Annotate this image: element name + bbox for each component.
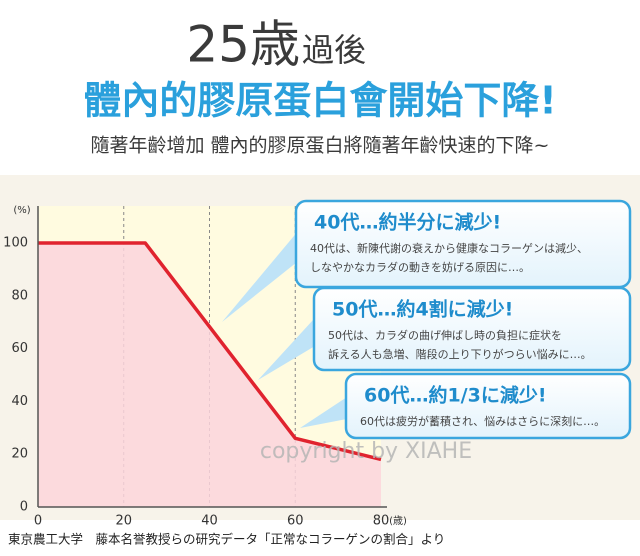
title-suffix: 過後 (302, 31, 366, 69)
callout-box (344, 372, 632, 440)
callout-box (312, 286, 632, 372)
callout-pointer (258, 316, 316, 380)
y-tick-label: 100 (3, 235, 28, 250)
callout-text: しなやかなカラダの動きを妨げる原因に…。 (310, 260, 530, 274)
callout-text: 訴える人も急増、階段の上り下りがつらい悩みに…。 (328, 347, 592, 361)
y-tick-label: 60 (11, 341, 28, 356)
x-tick-label: 0 (34, 514, 42, 529)
callout-text: 40代は、新陳代謝の衰えから健康なコラーゲンは減少、 (310, 241, 588, 255)
line (38, 241, 382, 462)
area (38, 242, 381, 507)
y-unit: (%) (13, 205, 30, 216)
callout-text: 50代は、カラダの曲げ伸ばし時の負担に症状を (328, 328, 562, 342)
subtitle: 體內的膠原蛋白會開始下降! (83, 79, 556, 123)
y-tick-label: 20 (11, 447, 28, 462)
callout-pointer (222, 231, 298, 322)
callout: 60代…約1/3に減少! 60代は疲労が蓄積され、悩みはさらに深刻に…。 (300, 372, 632, 440)
callout-pointer (300, 396, 348, 428)
callout-title: 40代…約半分に減少! (314, 211, 501, 234)
callout-title: 50代…約4割に減少! (332, 298, 513, 321)
source: 東京農工大学 藤本名誉教授らの研究データ「正常なコラーゲンの割合」より (8, 532, 445, 547)
callout: 50代…約4割に減少! 50代は、カラダの曲げ伸ばし時の負担に症状を訴える人も急増… (258, 286, 632, 380)
note: 隨著年齡增加 體內的膠原蛋白將隨著年齡快速的下降~ (91, 135, 550, 157)
y-tick-label: 0 (20, 500, 28, 515)
callout-title: 60代…約1/3に減少! (364, 384, 547, 407)
x-tick-label: 80 (373, 514, 390, 529)
x-tick-label: 20 (115, 514, 132, 529)
x-unit: (歳) (389, 515, 407, 527)
y-tick-label: 40 (11, 394, 28, 409)
watermark: copyright by XIAHE (260, 439, 472, 464)
title: 25歳 (186, 16, 300, 74)
x-tick-label: 40 (201, 514, 218, 529)
callout: 40代…約半分に減少! 40代は、新陳代謝の衰えから健康なコラーゲンは減少、しなや… (222, 199, 632, 322)
y-tick-label: 80 (11, 288, 28, 303)
callout-text: 60代は疲労が蓄積され、悩みはさらに深刻に…。 (360, 414, 605, 428)
x-tick-label: 60 (287, 514, 304, 529)
